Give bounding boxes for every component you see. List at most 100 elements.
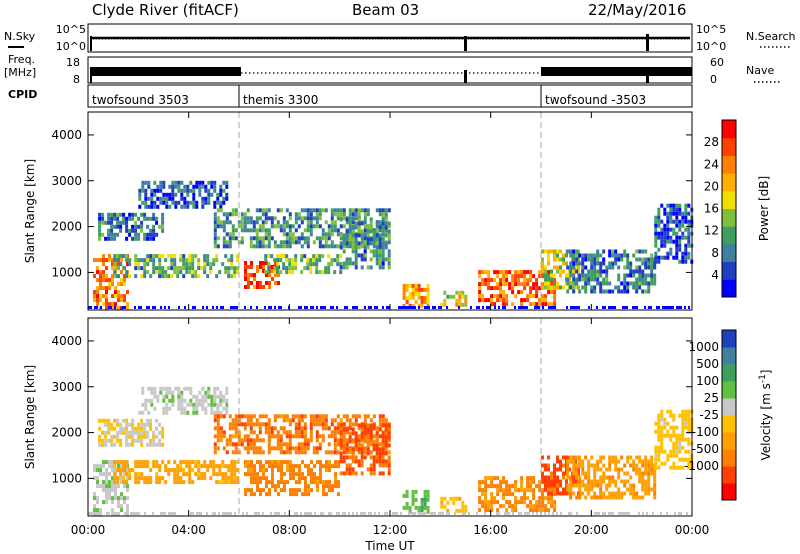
echo-cell (155, 460, 159, 465)
echo-cell (210, 402, 214, 407)
echo-cell (244, 460, 247, 465)
echo-cell (141, 200, 145, 205)
echo-cell (231, 232, 235, 237)
echo-cell (608, 467, 612, 472)
echo-cell (681, 259, 685, 264)
echo-cell (644, 487, 648, 492)
echo-cell (499, 298, 503, 303)
echo-cell (387, 443, 391, 448)
echo-cell (131, 212, 135, 217)
echo-cell (156, 394, 160, 399)
echo-cell (207, 196, 211, 201)
echo-cell (354, 233, 358, 238)
echo-cell (408, 291, 412, 296)
echo-cell (159, 200, 163, 205)
echo-cell (207, 200, 211, 205)
echo-cell (327, 224, 331, 229)
echo-cell (131, 228, 135, 233)
echo-cell (98, 236, 102, 241)
echo-cell (348, 471, 352, 476)
echo-cell (336, 254, 340, 259)
echo-cell (499, 286, 503, 291)
echo-cell (550, 273, 553, 278)
echo-cell (156, 196, 160, 201)
echo-cell (268, 488, 271, 493)
echo-cell (675, 223, 679, 228)
echo-cell (593, 269, 597, 274)
echo-cell (164, 464, 168, 469)
echo-cell (566, 277, 570, 282)
echo-cell (663, 417, 667, 422)
echo-cell (559, 285, 562, 290)
echo-cell (158, 476, 162, 481)
echo-cell (96, 258, 99, 263)
echo-cell (255, 446, 259, 451)
echo-cell (300, 254, 304, 259)
echo-cell (96, 512, 99, 517)
echo-cell (617, 475, 621, 480)
echo-cell (608, 479, 612, 484)
echo-cell (687, 219, 691, 224)
echo-cell (140, 212, 144, 217)
echo-cell (227, 464, 231, 469)
echo-cell (185, 472, 189, 477)
echo-cell (575, 471, 579, 476)
echo-cell (375, 224, 379, 229)
echo-cell (663, 461, 667, 466)
echo-cell (261, 208, 265, 213)
echo-cell (152, 236, 156, 241)
echo-cell (179, 476, 183, 481)
ground-echo-cell (488, 306, 490, 309)
echo-cell (143, 236, 147, 241)
echo-cell (228, 422, 232, 427)
echo-cell (267, 240, 271, 245)
echo-cell (572, 471, 576, 476)
echo-cell (378, 447, 382, 452)
echo-cell (684, 457, 688, 462)
echo-cell (306, 228, 310, 233)
echo-cell (678, 227, 682, 232)
echo-cell (158, 438, 162, 443)
echo-cell (484, 278, 488, 283)
echo-cell (102, 294, 105, 299)
echo-cell (264, 208, 268, 213)
echo-cell (351, 217, 355, 222)
echo-cell (541, 298, 545, 303)
echo-cell (402, 295, 406, 300)
echo-cell (177, 402, 181, 407)
echo-cell (122, 418, 126, 423)
echo-cell (532, 504, 536, 509)
echo-cell (155, 472, 159, 477)
ground-echo-cell (624, 306, 626, 309)
echo-cell (146, 258, 150, 263)
echo-cell (614, 455, 618, 460)
echo-cell (267, 244, 271, 249)
echo-cell (345, 418, 349, 423)
echo-cell (496, 484, 500, 489)
echo-cell (294, 212, 298, 217)
echo-cell (250, 273, 253, 277)
echo-cell (593, 253, 597, 258)
echo-cell (339, 418, 343, 423)
echo-cell (249, 240, 253, 245)
echo-cell (611, 455, 615, 460)
echo-cell (331, 488, 334, 493)
ground-echo-cell (524, 512, 526, 515)
echo-cell (654, 227, 658, 232)
echo-cell (96, 278, 99, 283)
echo-cell (333, 220, 337, 225)
ground-echo-cell (320, 512, 322, 515)
echo-cell (345, 265, 349, 270)
echo-cell (414, 287, 418, 292)
echo-cell (279, 240, 283, 245)
echo-cell (128, 228, 132, 233)
echo-cell (342, 414, 346, 419)
echo-cell (387, 423, 391, 428)
echo-cell (146, 464, 150, 469)
echo-cell (249, 236, 253, 241)
echo-cell (303, 266, 307, 271)
ground-echo-cell (588, 306, 590, 309)
echo-cell (300, 244, 304, 249)
echo-cell (218, 464, 222, 469)
ground-echo-cell (650, 306, 652, 309)
